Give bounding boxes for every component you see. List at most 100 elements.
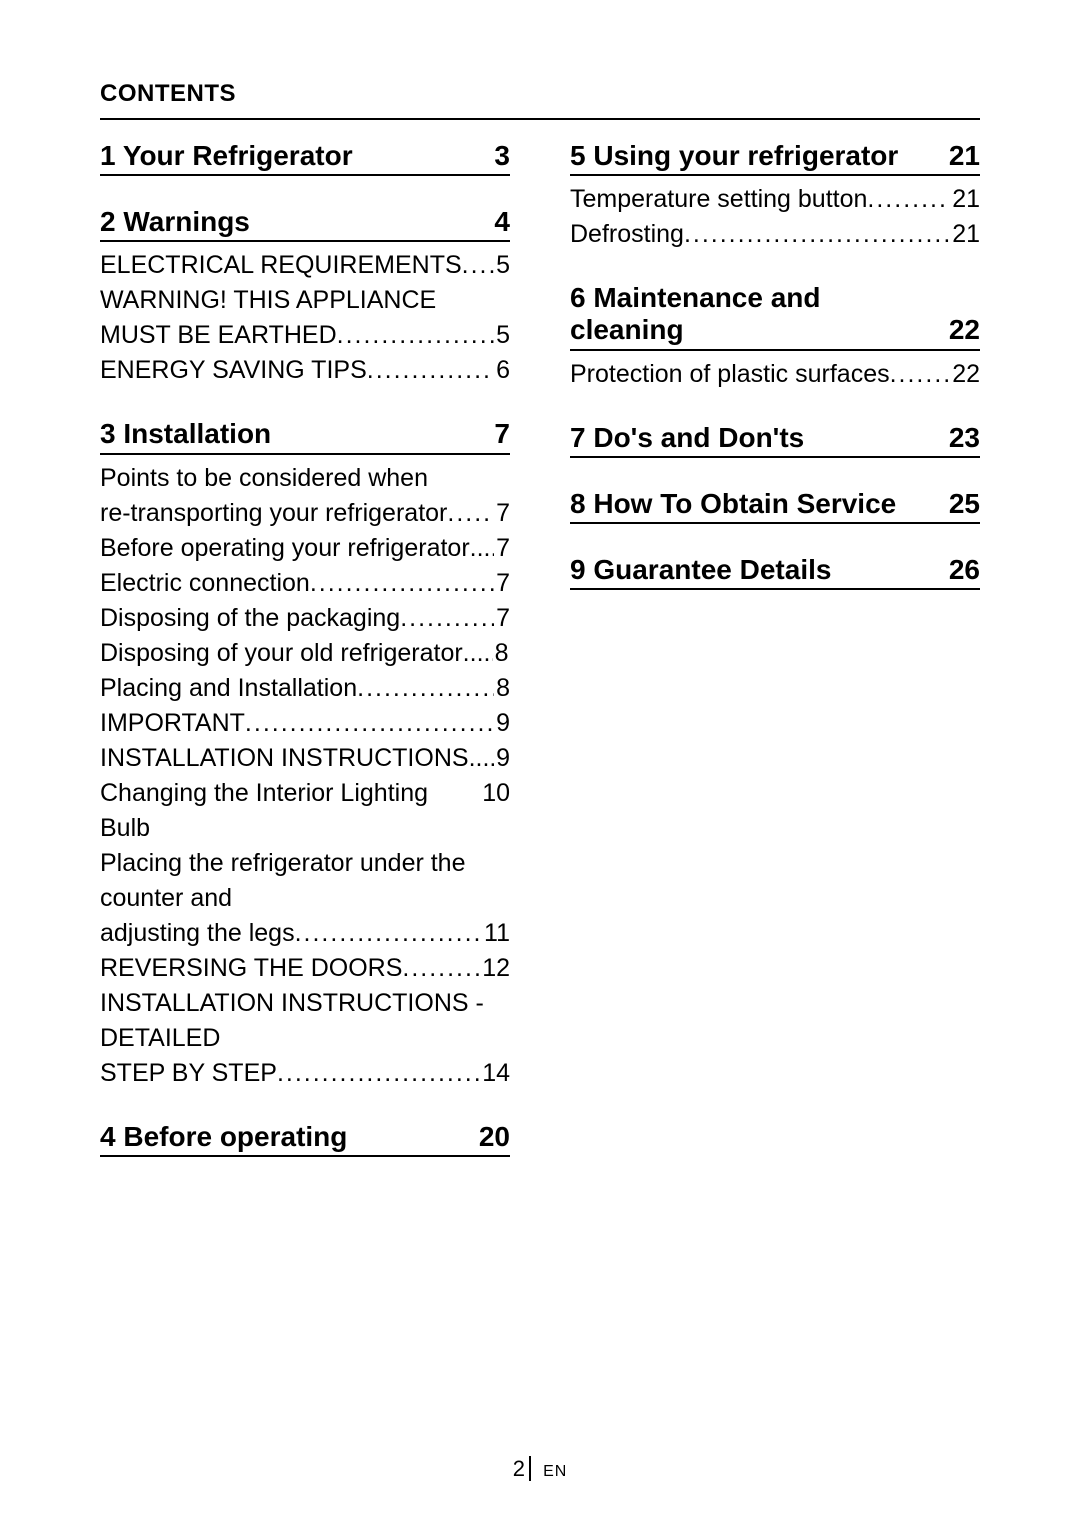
toc-entry: Defrosting 21 xyxy=(570,217,980,252)
toc-entry-text: Defrosting xyxy=(570,217,684,252)
toc-dot-leader xyxy=(337,318,494,353)
toc-entry-page: 12 xyxy=(480,951,510,986)
toc-dot-leader xyxy=(469,741,495,776)
toc-entry-page: 9 xyxy=(494,741,510,776)
toc-entry-page: 7 xyxy=(494,531,510,566)
toc-section-title: 2 Warnings xyxy=(100,206,258,238)
toc-section-header: 5 Using your refrigerator 21 xyxy=(570,140,980,176)
toc-entry: ENERGY SAVING TIPS 6 xyxy=(100,353,510,388)
toc-section-header: 1 Your Refrigerator 3 xyxy=(100,140,510,176)
toc-section-page: 20 xyxy=(479,1121,510,1153)
toc-section: 3 Installation7 Points to be considered w… xyxy=(100,418,510,1090)
toc-entry-text: Before operating your refrigerator xyxy=(100,531,470,566)
toc-section-title: 8 How To Obtain Service xyxy=(570,488,904,520)
toc-section-page: 3 xyxy=(494,140,510,172)
toc-dot-leader xyxy=(890,357,951,392)
toc-entry: ELECTRICAL REQUIREMENTS 5 xyxy=(100,248,510,283)
toc-section-title: 5 Using your refrigerator xyxy=(570,140,906,172)
toc-entry: Before operating your refrigerator 7 xyxy=(100,531,510,566)
toc-entry-text: WARNING! THIS APPLIANCE xyxy=(100,283,510,318)
toc-entry-text: ENERGY SAVING TIPS xyxy=(100,353,367,388)
toc-entry-text-tail: adjusting the legs xyxy=(100,916,295,951)
toc-section: 1 Your Refrigerator 3 xyxy=(100,140,510,176)
toc-section-header: 3 Installation7 xyxy=(100,418,510,454)
toc-entry: Temperature setting button 21 xyxy=(570,182,980,217)
toc-dot-leader xyxy=(367,353,494,388)
footer-language: EN xyxy=(543,1463,567,1480)
toc-entry-page: 5 xyxy=(494,318,510,353)
toc-dot-leader xyxy=(310,566,494,601)
toc-section-page: 22 xyxy=(949,314,980,346)
toc-entry-text: Temperature setting button xyxy=(570,182,867,217)
toc-entry-text-tail: re-transporting your refrigerator xyxy=(100,496,447,531)
toc-entry-page: 5 xyxy=(494,248,510,283)
toc-dot-leader xyxy=(463,636,493,671)
toc-section-header: 9 Guarantee Details 26 xyxy=(570,554,980,590)
page-footer: 2 EN xyxy=(0,1456,1080,1482)
toc-entry-page: 6 xyxy=(494,353,510,388)
toc-right-column: 5 Using your refrigerator21Temperature s… xyxy=(570,140,980,1187)
toc-entry-text-tail: STEP BY STEP xyxy=(100,1056,277,1091)
toc-entry-text: Disposing of your old refrigerator xyxy=(100,636,463,671)
toc-entry: Points to be considered whenre-transport… xyxy=(100,461,510,531)
toc-entry-text: INSTALLATION INSTRUCTIONS xyxy=(100,741,469,776)
toc-section: 7 Do's and Don'ts23 xyxy=(570,422,980,458)
toc-entry-page: 9 xyxy=(494,706,510,741)
toc-section: 5 Using your refrigerator21Temperature s… xyxy=(570,140,980,252)
toc-dot-leader xyxy=(277,1056,480,1091)
toc-entry-page: 14 xyxy=(480,1056,510,1091)
toc-entry-page: 7 xyxy=(494,496,510,531)
toc-entry-page: 8 xyxy=(493,636,509,671)
toc-entry: Protection of plastic surfaces 22 xyxy=(570,357,980,392)
toc-entry: Disposing of the packaging 7 xyxy=(100,601,510,636)
footer-page-number: 2 xyxy=(513,1456,531,1481)
toc-entry-page: 7 xyxy=(494,566,510,601)
toc-entry-text-tail: MUST BE EARTHED xyxy=(100,318,337,353)
toc-entry: Disposing of your old refrigerator 8 xyxy=(100,636,510,671)
toc-entry-text: Points to be considered when xyxy=(100,461,510,496)
toc-entry: IMPORTANT 9 xyxy=(100,706,510,741)
toc-section: 9 Guarantee Details 26 xyxy=(570,554,980,590)
toc-entry-page: 21 xyxy=(950,217,980,252)
toc-entry: Placing and Installation 8 xyxy=(100,671,510,706)
toc-section-page: 26 xyxy=(949,554,980,586)
toc-section-header: 6 Maintenance and cleaning22 xyxy=(570,282,980,350)
toc-dot-leader xyxy=(295,916,482,951)
toc-entry-text: INSTALLATION INSTRUCTIONS - DETAILED xyxy=(100,986,510,1056)
page-container: CONTENTS 1 Your Refrigerator32 Warnings4… xyxy=(0,0,1080,1187)
toc-entry-text: Changing the Interior Lighting Bulb xyxy=(100,776,480,846)
toc-columns: 1 Your Refrigerator 3 2 Warnings 4 ELECTRICA… xyxy=(100,140,980,1187)
toc-entries: Points to be considered whenre-transport… xyxy=(100,461,510,1091)
toc-dot-leader xyxy=(447,496,494,531)
toc-section-page: 25 xyxy=(949,488,980,520)
toc-entry-page: 11 xyxy=(482,916,510,951)
toc-entry: Placing the refrigerator under the count… xyxy=(100,846,510,951)
toc-entry-text: IMPORTANT xyxy=(100,706,245,741)
toc-entry-page: 22 xyxy=(950,357,980,392)
heading-divider xyxy=(100,118,980,120)
toc-section-header: 8 How To Obtain Service 25 xyxy=(570,488,980,524)
toc-section-title: 1 Your Refrigerator xyxy=(100,140,361,172)
toc-section-title: 7 Do's and Don'ts xyxy=(570,422,812,454)
toc-section: 6 Maintenance and cleaning22 Protection o… xyxy=(570,282,980,391)
toc-entry: INSTALLATION INSTRUCTIONS 9 xyxy=(100,741,510,776)
toc-section-page: 21 xyxy=(949,140,980,172)
toc-section-header: 7 Do's and Don'ts23 xyxy=(570,422,980,458)
toc-section-header: 4 Before operating 20 xyxy=(100,1121,510,1157)
toc-section-header: 2 Warnings 4 xyxy=(100,206,510,242)
toc-section-title: 4 Before operating xyxy=(100,1121,355,1153)
toc-entries: Protection of plastic surfaces 22 xyxy=(570,357,980,392)
toc-left-column: 1 Your Refrigerator 3 2 Warnings 4 ELECTRICA… xyxy=(100,140,510,1187)
toc-section-title: 9 Guarantee Details xyxy=(570,554,839,586)
toc-section: 8 How To Obtain Service 25 xyxy=(570,488,980,524)
toc-entry-page: 8 xyxy=(494,671,510,706)
toc-entry-text: Protection of plastic surfaces xyxy=(570,357,890,392)
toc-section: 4 Before operating 20 xyxy=(100,1121,510,1157)
toc-entry-text: ELECTRICAL REQUIREMENTS xyxy=(100,248,462,283)
toc-entry-text: Placing and Installation xyxy=(100,671,357,706)
toc-section-page: 4 xyxy=(494,206,510,238)
toc-entry-text: REVERSING THE DOORS xyxy=(100,951,402,986)
toc-entry: INSTALLATION INSTRUCTIONS - DETAILEDSTEP… xyxy=(100,986,510,1091)
toc-entry: Electric connection 7 xyxy=(100,566,510,601)
toc-entry-text: Placing the refrigerator under the count… xyxy=(100,846,510,916)
